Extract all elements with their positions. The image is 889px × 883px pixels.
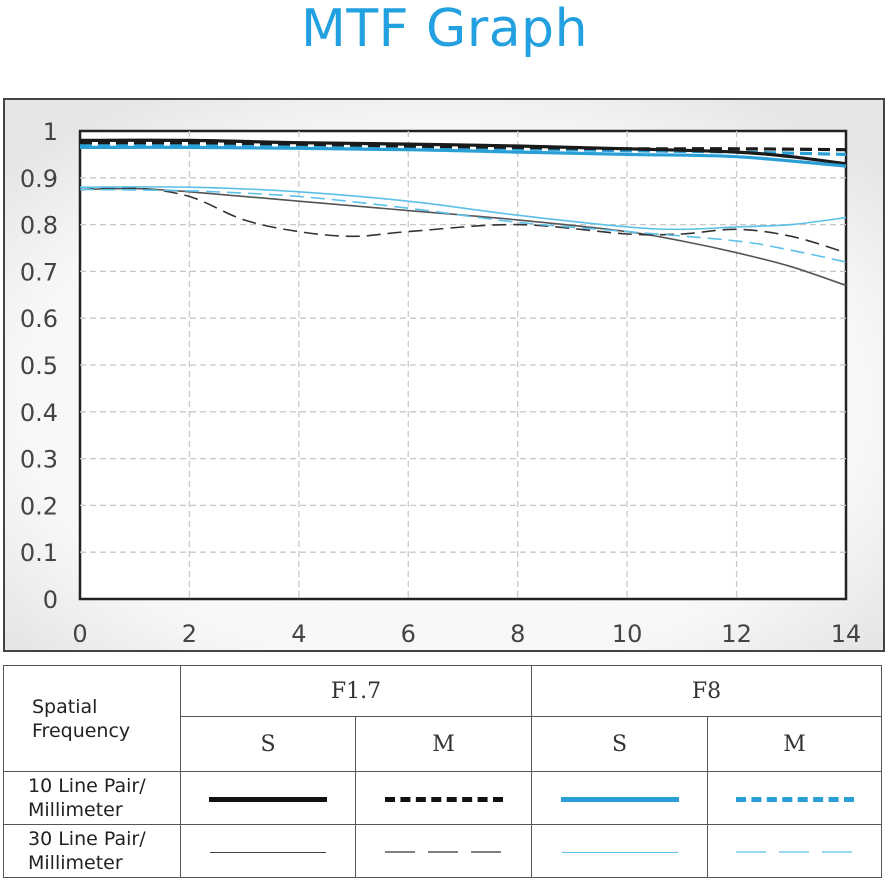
series-line-f8-s-30-line-pair-millimeter: [79, 186, 847, 231]
legend-table: Spatial Frequency F1.7 F8 S M S M 10 Lin…: [3, 665, 883, 878]
x-axis-labels: 0 2 4 6 8 10 12 14: [72, 620, 861, 648]
legend-swatch-f17-m-10: [354, 771, 533, 825]
x-tick-label: 14: [831, 620, 862, 648]
legend-aperture-f17: F1.7: [179, 665, 533, 717]
y-axis-labels: 0 0.1 0.2 0.3 0.4 0.5 0.6 0.7 0.8 0.9 1: [20, 118, 58, 614]
chart-panel: 0 0.1 0.2 0.3 0.4 0.5 0.6 0.7 0.8 0.9 1 0 2 4 6 8 10 12 1…: [3, 98, 885, 652]
y-tick-label: 0.7: [20, 258, 58, 286]
y-tick-label: 0.8: [20, 212, 58, 240]
legend-sub-s: S: [531, 716, 709, 772]
legend-swatch-f17-m-30: [354, 824, 533, 878]
x-tick-label: 6: [401, 620, 416, 648]
x-tick-label: 8: [510, 620, 525, 648]
y-tick-label: 0.5: [20, 352, 58, 380]
series-line-f8-s-10-line-pair-millimeter: [79, 145, 847, 168]
series-line-f1-7-s-10-line-pair-millimeter: [79, 138, 847, 166]
y-tick-label: 0.9: [20, 165, 58, 193]
y-tick-label: 1: [43, 118, 58, 146]
x-tick-label: 10: [612, 620, 643, 648]
y-tick-label: 0.4: [20, 399, 58, 427]
legend-swatch-f17-s-30: [180, 824, 356, 878]
x-tick-label: 12: [721, 620, 752, 648]
legend-swatch-f8-m-10: [707, 771, 883, 825]
y-tick-label: 0.2: [20, 492, 58, 520]
legend-sub-m: M: [354, 716, 533, 772]
x-tick-label: 2: [182, 620, 197, 648]
chart-title: MTF Graph: [300, 0, 589, 59]
y-tick-label: 0.6: [20, 305, 58, 333]
x-tick-label: 0: [72, 620, 87, 648]
legend-swatch-f8-s-30: [531, 824, 709, 878]
series-layer: [79, 138, 847, 287]
legend-row-10lp: 10 Line Pair/ Millimeter: [3, 771, 181, 825]
legend-sub-m: M: [707, 716, 883, 772]
y-tick-label: 0: [43, 586, 58, 614]
legend-swatch-f8-s-10: [531, 771, 709, 825]
y-tick-label: 0.3: [20, 446, 58, 474]
x-tick-label: 4: [291, 620, 306, 648]
y-tick-label: 0.1: [20, 539, 58, 567]
legend-swatch-f8-m-30: [707, 824, 883, 878]
legend-sub-s: S: [180, 716, 356, 772]
series-line-f1-7-m-30-line-pair-millimeter: [79, 186, 847, 254]
legend-aperture-f8: F8: [531, 665, 883, 717]
gridlines: [80, 131, 846, 599]
series-line-f1-7-m-10-line-pair-millimeter: [79, 141, 847, 152]
legend-swatch-f17-s-10: [180, 771, 356, 825]
legend-row-30lp: 30 Line Pair/ Millimeter: [3, 824, 181, 878]
series-line-f8-m-30-line-pair-millimeter: [79, 188, 847, 263]
legend-corner-label: Spatial Frequency: [3, 665, 181, 772]
